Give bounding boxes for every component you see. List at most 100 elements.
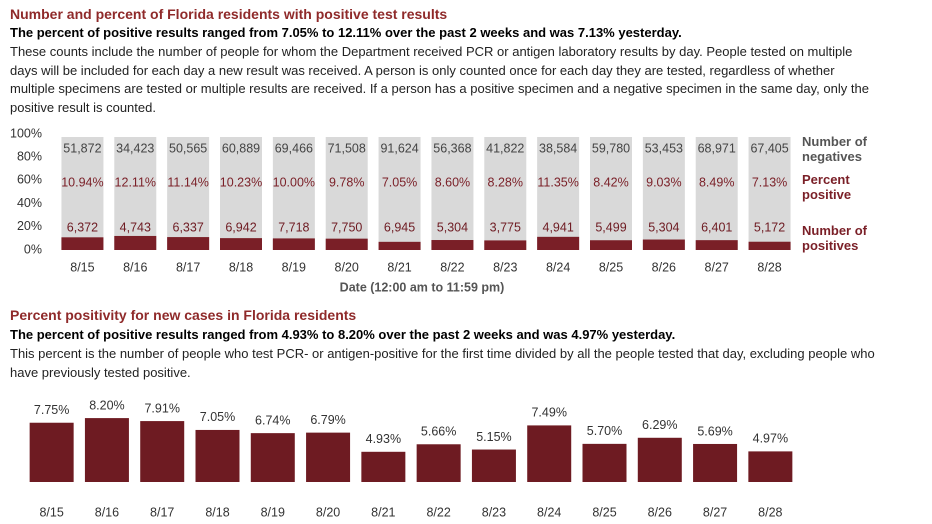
x-tick-label: 8/17	[150, 505, 174, 519]
bar	[748, 241, 791, 250]
data-label: 7.13%	[752, 175, 787, 189]
bar-background	[325, 137, 368, 250]
x-tick-label: 8/25	[592, 505, 616, 519]
bar	[582, 443, 627, 482]
chart-title: Number and percent of Florida residents …	[10, 6, 448, 22]
bar	[695, 240, 738, 250]
x-tick-label: 8/26	[652, 260, 676, 274]
legend-entry: Percent positive	[802, 172, 852, 202]
data-label: 6.79%	[310, 413, 345, 427]
data-label: 7,718	[278, 220, 309, 234]
data-label: 11.14%	[167, 175, 208, 189]
data-label: 68,971	[698, 141, 736, 155]
data-label: 7,750	[331, 220, 362, 234]
data-label: 71,508	[328, 141, 366, 155]
data-label: 50,565	[169, 141, 207, 155]
bar	[272, 238, 315, 250]
data-label: 51,872	[63, 141, 101, 155]
data-label: 11.35%	[537, 175, 578, 189]
x-axis-label: Date (12:00 am to 11:59 pm)	[340, 280, 505, 294]
chart-subtitle: The percent of positive results ranged f…	[10, 327, 676, 342]
bar-background	[590, 137, 632, 250]
data-label: 34,423	[116, 141, 154, 155]
data-label: 8.28%	[488, 175, 523, 189]
bar-background	[748, 137, 791, 250]
data-label: 5,304	[437, 220, 468, 234]
bar	[29, 422, 74, 482]
data-label: 4.97%	[753, 432, 788, 446]
chart-subtitle: The percent of positive results ranged f…	[10, 25, 682, 40]
bar-background	[378, 137, 421, 250]
x-tick-label: 8/20	[335, 260, 359, 274]
bar	[642, 239, 685, 250]
bar-background	[642, 137, 685, 250]
bar-background	[220, 137, 262, 250]
bar	[325, 238, 368, 250]
bar-background	[167, 137, 210, 250]
bar	[250, 433, 295, 482]
bar	[114, 235, 157, 250]
bar	[306, 432, 351, 482]
x-tick-label: 8/27	[703, 505, 727, 519]
data-label: 9.03%	[646, 175, 681, 189]
x-tick-label: 8/23	[482, 505, 506, 519]
bar	[748, 451, 793, 482]
data-label: 6,942	[225, 220, 256, 234]
bar	[527, 425, 572, 482]
data-label: 10.00%	[273, 175, 315, 189]
data-label: 3,775	[490, 220, 521, 234]
data-label: 5,499	[595, 220, 626, 234]
data-label: 4,743	[120, 220, 151, 234]
x-tick-label: 8/24	[546, 260, 570, 274]
x-tick-label: 8/15	[70, 260, 94, 274]
x-tick-label: 8/22	[426, 505, 450, 519]
data-label: 8.42%	[593, 175, 628, 189]
x-tick-label: 8/27	[705, 260, 729, 274]
data-label: 6,945	[384, 220, 415, 234]
data-label: 67,405	[750, 141, 788, 155]
data-label: 5,304	[648, 220, 679, 234]
x-tick-label: 8/18	[205, 505, 229, 519]
data-label: 56,368	[433, 141, 471, 155]
data-label: 38,584	[539, 141, 577, 155]
data-label: 59,780	[592, 141, 630, 155]
data-label: 6,337	[173, 220, 204, 234]
data-label: 41,822	[486, 141, 524, 155]
data-label: 8.60%	[435, 175, 470, 189]
x-tick-label: 8/21	[371, 505, 395, 519]
bar-background	[431, 137, 474, 250]
bar	[537, 236, 580, 250]
bar	[484, 240, 527, 250]
data-label: 5.70%	[587, 424, 622, 438]
x-tick-label: 8/24	[537, 505, 561, 519]
data-label: 10.23%	[220, 175, 262, 189]
bar-background	[114, 137, 157, 250]
data-label: 6,401	[701, 220, 732, 234]
data-label: 9.78%	[329, 175, 364, 189]
x-tick-label: 8/15	[39, 505, 63, 519]
data-label: 69,466	[275, 141, 313, 155]
x-tick-label: 8/28	[758, 505, 782, 519]
bar	[140, 421, 185, 482]
bar	[167, 237, 210, 250]
x-tick-label: 8/28	[757, 260, 781, 274]
data-label: 10.94%	[61, 175, 103, 189]
chart-description: These counts include the number of peopl…	[10, 44, 869, 115]
legend-entry: Number of negatives	[802, 134, 867, 164]
bar	[361, 451, 406, 482]
y-tick-label: 20%	[17, 219, 42, 233]
data-label: 4.93%	[366, 432, 401, 446]
bar	[590, 240, 632, 250]
chart-title: Percent positivity for new cases in Flor…	[10, 307, 357, 323]
x-tick-label: 8/22	[440, 260, 464, 274]
data-label: 7.91%	[144, 401, 179, 415]
data-label: 7.75%	[34, 403, 69, 417]
bar	[61, 237, 104, 250]
x-tick-label: 8/25	[599, 260, 623, 274]
bar	[220, 238, 262, 250]
x-tick-label: 8/19	[261, 505, 285, 519]
data-label: 8.20%	[89, 398, 124, 412]
data-label: 5.69%	[697, 424, 732, 438]
